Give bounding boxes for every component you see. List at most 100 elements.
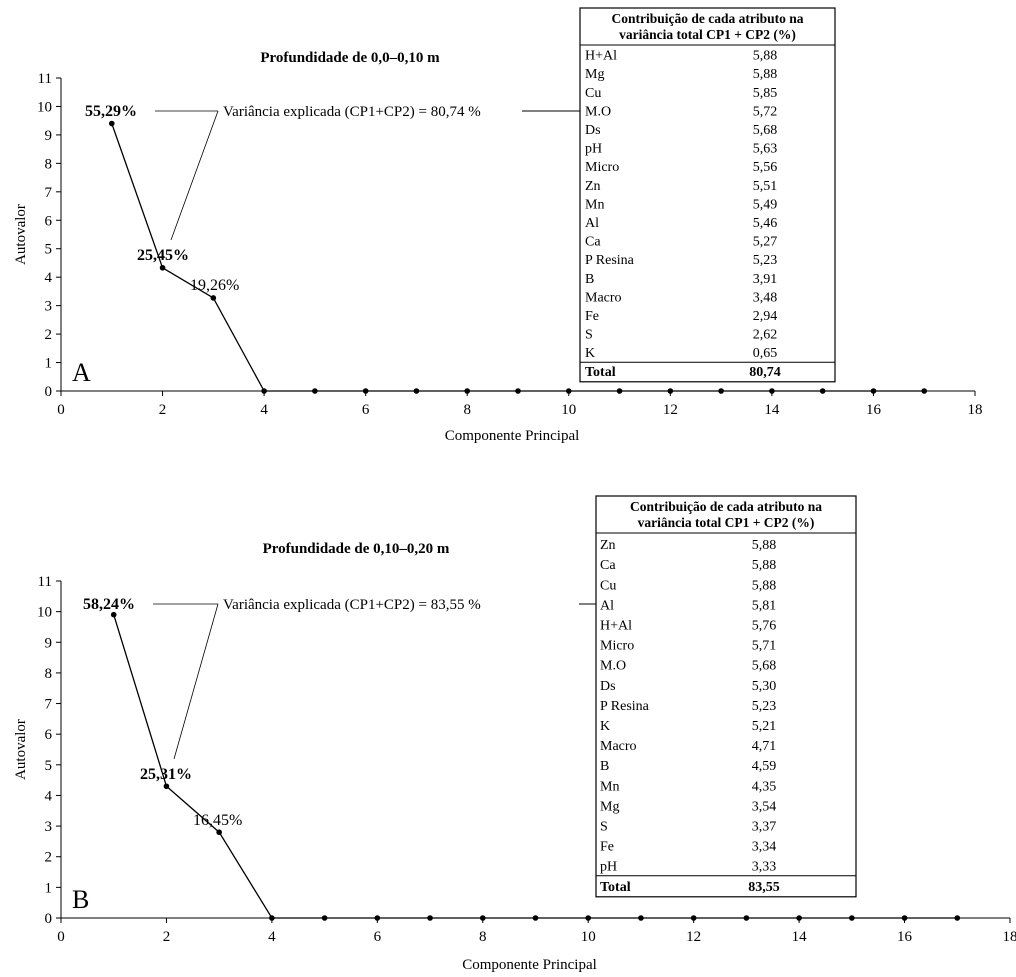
- contribution-value: 5,63: [753, 142, 778, 157]
- attribute-name: Zn: [600, 538, 616, 553]
- contribution-value: 5,76: [752, 619, 777, 634]
- y-tick-label: 7: [45, 185, 53, 201]
- x-tick-label: 14: [792, 929, 808, 945]
- attribute-name: S: [585, 328, 593, 343]
- attribute-name: Total: [585, 365, 616, 380]
- attribute-name: Ds: [600, 679, 616, 694]
- x-tick-label: 12: [663, 402, 678, 418]
- y-tick-label: 6: [45, 727, 53, 743]
- data-point: [159, 264, 166, 271]
- contribution-value: 5,30: [752, 679, 777, 694]
- attribute-name: Micro: [585, 160, 619, 175]
- contribution-value: 5,81: [752, 598, 777, 613]
- attribute-name: H+Al: [600, 619, 632, 634]
- contribution-value: 5,23: [752, 699, 777, 714]
- contribution-value: 5,21: [752, 719, 777, 734]
- data-point: [479, 915, 486, 921]
- y-tick-label: 2: [45, 327, 53, 343]
- attribute-name: K: [585, 346, 595, 361]
- x-tick-label: 10: [561, 402, 576, 418]
- attribute-name: Fe: [600, 840, 614, 855]
- table-row: Fe 3,34: [600, 840, 776, 855]
- y-tick-label: 2: [45, 850, 53, 866]
- panel-letter: B: [72, 885, 89, 914]
- table-row: Ds 5,68: [585, 123, 777, 138]
- attribute-name: Ca: [600, 558, 616, 573]
- y-tick-label: 5: [45, 758, 53, 774]
- y-tick-label: 6: [45, 213, 53, 229]
- y-tick-label: 4: [45, 270, 53, 286]
- contribution-value: 5,46: [753, 216, 778, 231]
- annotation-leader: [173, 603, 219, 760]
- attribute-name: Mn: [600, 779, 619, 794]
- data-point: [110, 611, 117, 618]
- data-point: [690, 915, 697, 921]
- table-row: Zn 5,88: [600, 538, 776, 553]
- attribute-name: H+Al: [585, 49, 617, 64]
- table-row: Cu 5,85: [585, 86, 777, 101]
- table-row: H+Al 5,88: [585, 49, 777, 64]
- table-row: Ca 5,88: [600, 558, 776, 573]
- x-tick-label: 6: [374, 929, 382, 945]
- y-tick-label: 3: [45, 819, 53, 835]
- x-tick-label: 10: [581, 929, 596, 945]
- y-tick-label: 3: [45, 299, 53, 315]
- x-tick-label: 2: [163, 929, 171, 945]
- table-row: K 0,65: [585, 346, 777, 361]
- contribution-value: 5,56: [753, 160, 778, 175]
- attribute-name: Macro: [600, 739, 637, 754]
- x-tick-label: 18: [968, 402, 983, 418]
- contribution-value: 5,71: [752, 639, 777, 654]
- contribution-value: 5,88: [752, 558, 777, 573]
- x-tick-label: 6: [362, 402, 370, 418]
- x-axis-label: Componente Principal: [462, 957, 597, 973]
- data-point: [718, 388, 724, 394]
- table-border: [579, 7, 836, 383]
- contribution-value: 5,49: [753, 197, 778, 212]
- data-point: [796, 915, 802, 921]
- explained-variance-annotation: Variância explicada (CP1+CP2) = 83,55 %: [223, 597, 481, 613]
- table-row: S 3,37: [600, 820, 776, 835]
- variance-label: 16,45%: [193, 812, 242, 829]
- attribute-name: M.O: [600, 659, 626, 674]
- table-row: Mg 5,88: [585, 67, 777, 82]
- contribution-value: 3,37: [752, 820, 777, 835]
- variance-label: 25,31%: [140, 766, 192, 783]
- table-header-line: Contribuição de cada atributo na: [630, 499, 822, 514]
- x-tick-label: 0: [57, 402, 65, 418]
- attribute-name: Mg: [585, 67, 604, 82]
- attribute-name: Mg: [600, 799, 619, 814]
- attribute-name: Al: [585, 216, 599, 231]
- attribute-name: Total: [600, 880, 631, 895]
- chart-title: Profundidade de 0,0–0,10 m: [260, 50, 440, 66]
- x-axis-label: Componente Principal: [445, 428, 580, 444]
- contribution-value: 5,85: [753, 86, 778, 101]
- data-point: [565, 388, 572, 394]
- attribute-name: Cu: [600, 578, 616, 593]
- data-point: [849, 915, 855, 921]
- attribute-name: Mn: [585, 197, 604, 212]
- table-row: H+Al 5,76: [600, 619, 776, 634]
- y-tick-label: 9: [45, 635, 53, 651]
- contribution-value: 4,59: [752, 759, 777, 774]
- table-row: K 5,21: [600, 719, 776, 734]
- contribution-value: 2,94: [753, 309, 778, 324]
- x-tick-label: 12: [686, 929, 701, 945]
- contribution-value: 2,62: [753, 328, 778, 343]
- variance-label: 25,45%: [137, 247, 189, 264]
- data-point: [638, 915, 644, 921]
- table-row: Macro 4,71: [600, 739, 776, 754]
- x-tick-label: 2: [159, 402, 167, 418]
- y-tick-label: 9: [45, 128, 53, 144]
- data-point: [374, 915, 381, 921]
- contribution-value: 83,55: [748, 880, 780, 895]
- table-row: Mg 3,54: [600, 799, 776, 814]
- attribute-name: Ca: [585, 235, 601, 250]
- chart-panel-a: Profundidade de 0,0–0,10 m01234567891011…: [13, 7, 983, 444]
- table-row: M.O 5,72: [585, 104, 777, 119]
- contribution-value: 5,68: [752, 659, 777, 674]
- table-header-line: variância total CP1 + CP2 (%): [638, 515, 815, 530]
- contribution-value: 5,88: [752, 538, 777, 553]
- x-tick-label: 16: [866, 402, 882, 418]
- data-point: [464, 388, 471, 394]
